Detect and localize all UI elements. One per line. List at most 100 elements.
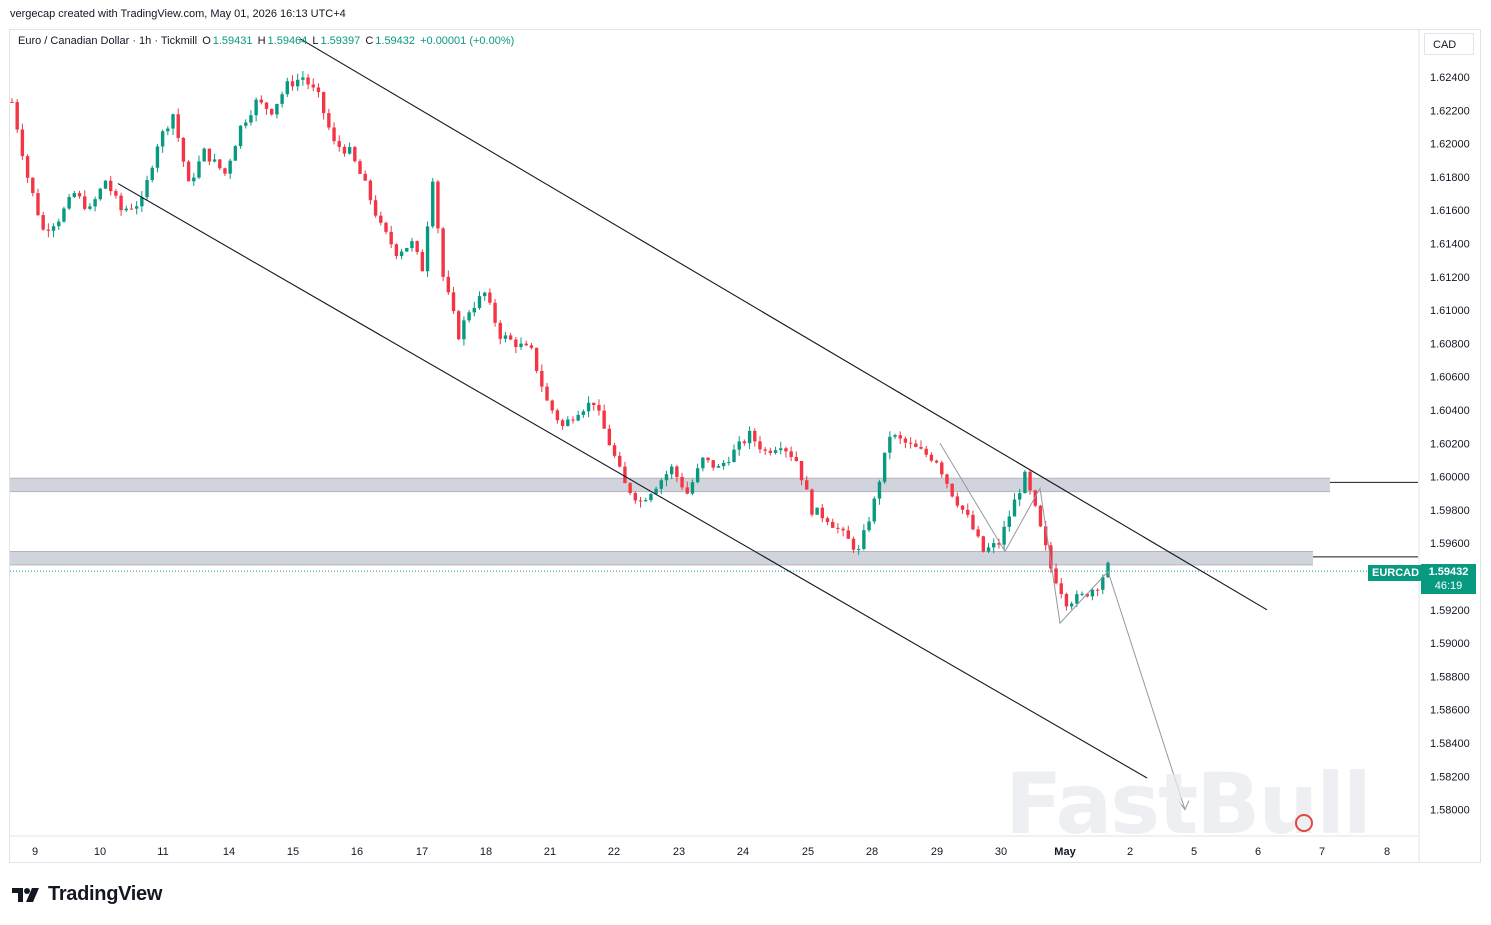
candle xyxy=(482,291,487,301)
candle xyxy=(649,493,653,503)
y-tick-label: 1.61600 xyxy=(1430,205,1470,217)
candle xyxy=(353,145,357,163)
x-tick-label: 29 xyxy=(931,846,943,858)
candle xyxy=(171,113,175,136)
currency-selector[interactable]: CAD xyxy=(1424,33,1474,55)
candle xyxy=(758,436,762,454)
candle xyxy=(129,203,134,210)
candle xyxy=(249,110,253,126)
candle xyxy=(477,291,482,310)
candle xyxy=(618,451,622,468)
candle xyxy=(519,337,523,350)
candle xyxy=(934,459,939,464)
candle xyxy=(415,240,419,255)
candle xyxy=(332,122,336,145)
candle xyxy=(114,188,118,199)
channel-lower-line[interactable] xyxy=(117,183,1148,779)
candle xyxy=(1080,591,1084,597)
tradingview-logo[interactable]: TradingView xyxy=(12,883,162,906)
candle xyxy=(664,470,669,487)
candle xyxy=(846,525,850,539)
candle xyxy=(534,347,539,374)
y-tick-label: 1.62400 xyxy=(1430,72,1470,84)
channel-upper-line[interactable] xyxy=(299,38,1268,611)
candle xyxy=(560,418,565,430)
x-tick-label: 8 xyxy=(1384,846,1390,858)
candle xyxy=(685,481,689,495)
candle xyxy=(306,74,310,90)
candle xyxy=(955,492,960,508)
candle xyxy=(316,83,321,98)
candle xyxy=(794,451,799,462)
candle xyxy=(753,428,757,447)
candle xyxy=(431,178,435,229)
close-label: C xyxy=(365,35,374,47)
y-tick-label: 1.59800 xyxy=(1430,505,1470,517)
candle xyxy=(451,287,456,314)
y-tick-label: 1.60400 xyxy=(1430,405,1470,417)
candle xyxy=(810,488,814,517)
candle xyxy=(1059,577,1063,599)
support-zone[interactable] xyxy=(10,551,1313,565)
chart-frame[interactable] xyxy=(9,29,1481,863)
candle xyxy=(31,177,35,197)
x-tick-label: 15 xyxy=(287,846,299,858)
close-value: 1.59432 xyxy=(375,35,416,47)
candle xyxy=(212,153,217,163)
candle xyxy=(1033,489,1037,508)
x-tick-label: 22 xyxy=(608,846,620,858)
candle xyxy=(742,439,747,446)
candle xyxy=(472,301,476,317)
candle xyxy=(254,97,258,122)
candle xyxy=(763,447,767,455)
candle xyxy=(98,187,103,201)
candle xyxy=(1038,504,1043,528)
candle xyxy=(851,536,856,554)
y-tick-label: 1.58200 xyxy=(1430,771,1470,783)
symbol-price-badge: EURCAD xyxy=(1368,565,1424,581)
candle xyxy=(784,446,788,458)
resistance-zone[interactable] xyxy=(10,478,1330,492)
candle xyxy=(680,472,684,491)
symbol-legend: Euro / Canadian Dollar · 1h · Tickmill O… xyxy=(18,35,516,47)
candle xyxy=(379,211,383,226)
candle xyxy=(508,332,513,341)
candle xyxy=(280,91,284,108)
fastbull-logo-icon xyxy=(1295,814,1313,832)
candle xyxy=(238,125,243,149)
candle xyxy=(550,399,554,414)
y-tick-label: 1.62200 xyxy=(1430,105,1470,117)
candle xyxy=(140,191,144,212)
candle xyxy=(420,249,425,272)
candle xyxy=(228,158,232,179)
candle xyxy=(275,103,279,119)
candle xyxy=(394,243,399,260)
candle xyxy=(399,248,404,260)
x-tick-label: 7 xyxy=(1319,846,1325,858)
candle xyxy=(675,464,679,483)
candle xyxy=(815,507,819,515)
candle xyxy=(285,77,289,98)
candle xyxy=(597,399,601,416)
candle xyxy=(77,190,82,199)
candle xyxy=(384,221,388,235)
x-tick-label: 5 xyxy=(1191,846,1197,858)
low-label: L xyxy=(312,35,319,47)
y-tick-label: 1.59200 xyxy=(1430,605,1470,617)
candle xyxy=(789,446,793,462)
candle xyxy=(981,535,986,553)
candle xyxy=(337,135,341,152)
candle xyxy=(410,238,414,252)
candle xyxy=(644,497,648,502)
candle xyxy=(706,457,710,463)
candle xyxy=(181,137,186,167)
candle xyxy=(233,145,238,161)
candle xyxy=(737,436,741,456)
y-tick-label: 1.59600 xyxy=(1430,538,1470,550)
candle xyxy=(545,382,549,401)
projected-path-line[interactable] xyxy=(939,443,1186,810)
candle xyxy=(607,424,612,446)
candle xyxy=(150,165,154,183)
bar-countdown: 46:19 xyxy=(1434,580,1463,592)
